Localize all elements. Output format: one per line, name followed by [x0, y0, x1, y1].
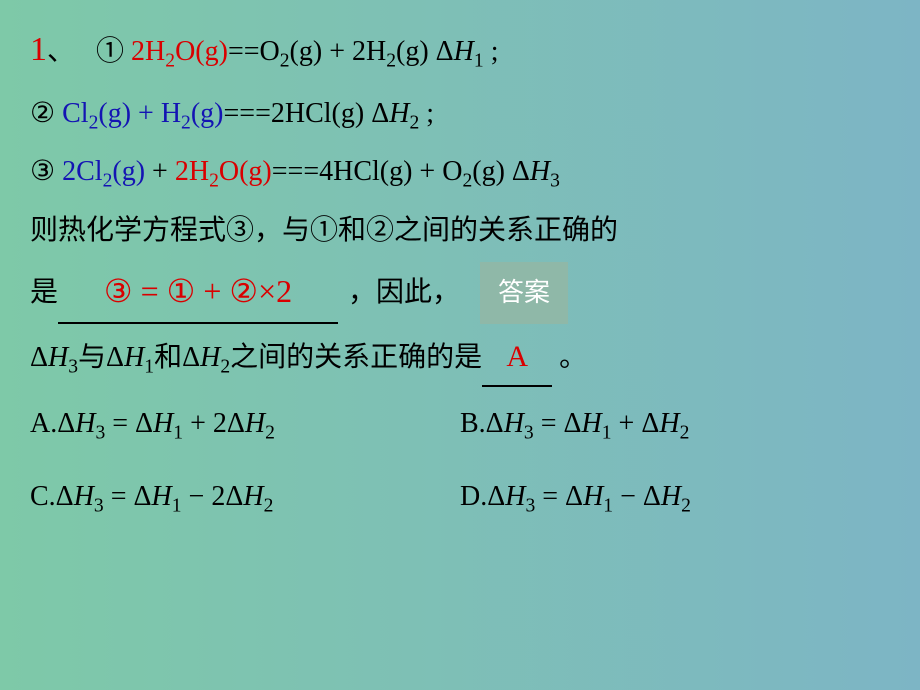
options-grid: A.ΔH3 = ΔH1 + 2ΔH2 B.ΔH3 = ΔH1 + ΔH2 C.Δ… — [30, 397, 890, 543]
slide-content: 1、 ① 2H2O(g)==O2(g) + 2H2(g) ΔH1 ; ② Cl2… — [0, 0, 920, 561]
eq3-reactant2: 2H2O(g) — [175, 156, 272, 187]
fill-answer-2: A — [506, 340, 528, 373]
option-a: A.ΔH3 = ΔH1 + 2ΔH2 — [30, 397, 460, 452]
blank-2: A — [482, 328, 552, 387]
fill-answer-1: ③ = ① + ②×2 — [104, 273, 292, 309]
option-d: D.ΔH3 = ΔH1 − ΔH2 — [460, 470, 890, 525]
option-b: B.ΔH3 = ΔH1 + ΔH2 — [460, 397, 890, 452]
eq1-reactant: 2H2O(g) — [131, 36, 228, 67]
option-c: C.ΔH3 = ΔH1 − 2ΔH2 — [30, 470, 460, 525]
blank-1: ③ = ① + ②×2 — [58, 261, 338, 324]
eq3-circled: ③ — [30, 156, 55, 187]
text-shi: 是 — [30, 266, 58, 319]
eq1-products: ==O2(g) + 2H2(g) ΔH1 ; — [228, 36, 499, 67]
question-number: 1 — [30, 31, 47, 68]
equation-3: ③ 2Cl2(g) + 2H2O(g)===4HCl(g) + O2(g) ΔH… — [30, 145, 890, 200]
text-yinci: ，因此， — [348, 266, 460, 319]
equation-1: 1、 ① 2H2O(g)==O2(g) + 2H2(g) ΔH1 ; — [30, 18, 890, 83]
eq3-plus: + — [145, 156, 175, 187]
sep: 、 — [47, 36, 75, 67]
eq1-circled: ① — [96, 36, 124, 67]
question-text-3: ΔH3与ΔH1和ΔH2之间的关系正确的是A 。 — [30, 328, 890, 387]
question-text-2: 是 ③ = ① + ②×2 ，因此， 答案 — [30, 261, 890, 324]
equation-2: ② Cl2(g) + H2(g)===2HCl(g) ΔH2 ; — [30, 87, 890, 142]
answer-button[interactable]: 答案 — [480, 262, 568, 323]
period: 。 — [559, 342, 587, 373]
eq2-circled: ② — [30, 98, 55, 129]
eq2-reactant: Cl2(g) + H2(g) — [62, 98, 223, 129]
question-text-1: 则热化学方程式③，与①和②之间的关系正确的 — [30, 204, 890, 257]
eq3-products: ===4HCl(g) + O2(g) ΔH3 — [272, 156, 560, 187]
eq2-products: ===2HCl(g) ΔH2 ; — [224, 98, 435, 129]
eq3-reactant1: 2Cl2(g) — [62, 156, 145, 187]
